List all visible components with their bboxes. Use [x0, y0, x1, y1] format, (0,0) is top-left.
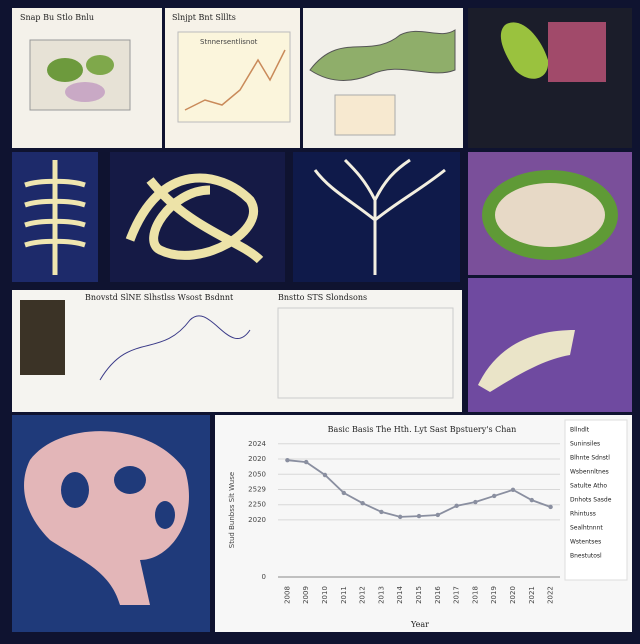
- figure: [309, 29, 456, 81]
- figure: [548, 22, 606, 82]
- y-tick-label: 2024: [248, 440, 266, 448]
- data-point: [454, 503, 459, 509]
- data-point: [341, 490, 346, 496]
- data-point: [304, 459, 309, 465]
- figure: [334, 94, 396, 136]
- side-note: Dnhots Sasde: [570, 497, 612, 504]
- x-tick-label: 2008: [283, 586, 291, 604]
- panel-title: Bnovstd SlNE Slhstlss Wsost Bsdnnt: [85, 293, 234, 302]
- data-point: [360, 500, 365, 506]
- panel: [12, 290, 462, 412]
- hole: [114, 466, 146, 494]
- data-point: [416, 513, 422, 519]
- panel-title: Bnstto STS Slondsons: [278, 293, 367, 302]
- side-note: Suninsiles: [570, 441, 600, 448]
- x-tick-label: 2012: [359, 586, 367, 604]
- data-point: [473, 499, 478, 505]
- figure: [478, 330, 575, 392]
- y-tick-label: 2529: [248, 485, 266, 493]
- y-tick-label: 2020: [248, 516, 266, 524]
- side-note: Bnestutosl: [570, 553, 602, 560]
- x-tick-label: 2018: [471, 586, 479, 604]
- y-tick-label: 0: [262, 573, 266, 581]
- side-note: Bllndlt: [570, 427, 590, 434]
- y-axis-label: Stud Bunbss Slt Wuse: [228, 472, 236, 548]
- x-tick-label: 2016: [434, 586, 442, 604]
- data-point: [529, 497, 534, 503]
- blob: [47, 58, 83, 82]
- side-note: Wsbennltnes: [570, 469, 609, 476]
- blob: [65, 82, 105, 102]
- x-tick-label: 2017: [453, 586, 461, 604]
- x-axis-label: Year: [410, 620, 429, 629]
- figure: [20, 300, 65, 375]
- x-tick-label: 2020: [509, 586, 517, 604]
- x-tick-label: 2019: [490, 586, 498, 604]
- data-point: [398, 514, 403, 520]
- x-tick-label: 2021: [528, 586, 536, 604]
- data-point: [285, 457, 290, 463]
- x-tick-label: 2013: [377, 586, 385, 604]
- x-tick-label: 2022: [547, 586, 555, 604]
- side-note: Satulte Atho: [570, 483, 607, 490]
- y-tick-label: 2250: [248, 501, 266, 509]
- blob: [86, 55, 114, 75]
- panel-subtitle: Stnnersentlisnot: [200, 38, 258, 46]
- side-note: Blhnte Sdnstl: [570, 455, 610, 462]
- panel-title: Snap Bu Stlo Bnlu: [20, 13, 94, 22]
- chart-title: Basic Basis The Hth. Lyt Sast Bpstuery's…: [328, 425, 517, 434]
- y-tick-label: 2050: [248, 470, 266, 478]
- side-note: Sealhtnnnt: [570, 525, 603, 532]
- data-point: [510, 487, 516, 493]
- x-tick-label: 2010: [321, 586, 329, 604]
- chart-panel: [215, 415, 632, 632]
- ribs: [24, 160, 86, 275]
- figure: [495, 183, 605, 247]
- sketch-line: [99, 315, 251, 381]
- figure: [277, 307, 454, 399]
- tree: [313, 158, 446, 275]
- branches: [125, 173, 264, 264]
- data-point: [492, 493, 497, 499]
- side-note: Wstentses: [570, 539, 601, 546]
- x-tick-label: 2014: [396, 586, 404, 604]
- data-point: [548, 504, 553, 510]
- x-tick-label: 2009: [302, 586, 310, 604]
- data-point: [322, 472, 328, 478]
- data-point: [435, 512, 440, 518]
- data-point: [379, 509, 384, 515]
- side-box: [564, 419, 628, 581]
- hole: [155, 501, 175, 529]
- panel-title: Slnjpt Bnt Slllts: [172, 13, 236, 22]
- side-note: Rhintuss: [570, 511, 596, 518]
- sketch-line: [184, 49, 286, 111]
- x-tick-label: 2015: [415, 586, 423, 604]
- figure: [24, 431, 189, 605]
- hole: [61, 472, 89, 508]
- figure: [500, 22, 549, 79]
- y-tick-label: 2020: [248, 455, 266, 463]
- x-tick-label: 2011: [340, 586, 348, 604]
